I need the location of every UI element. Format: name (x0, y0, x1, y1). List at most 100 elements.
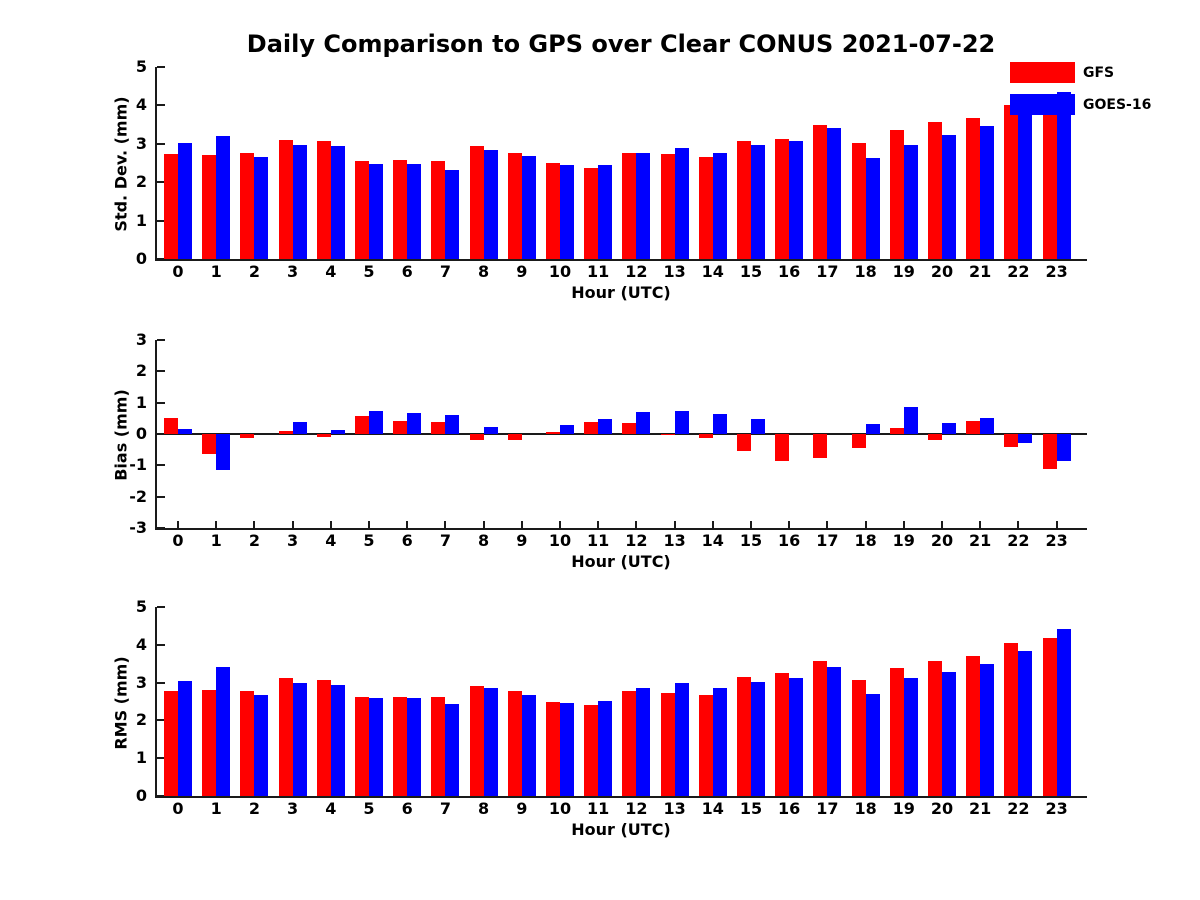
y-tick-mark (157, 464, 165, 467)
bar-goes-16-hour-4 (330, 146, 345, 259)
bar-gfs-hour-22 (1004, 105, 1019, 259)
x-tick-mark (406, 521, 409, 528)
bar-goes-16-hour-14 (712, 152, 727, 259)
y-tick-label: 0 (135, 424, 147, 443)
bar-goes-16-hour-7 (445, 169, 460, 259)
y-tick-label: 4 (135, 95, 147, 115)
x-tick-label: 12 (625, 799, 648, 818)
bar-gfs-hour-17 (813, 434, 828, 458)
gfs-swatch-icon (1010, 62, 1075, 83)
y-tick-mark (157, 495, 165, 498)
x-tick-label: 12 (625, 262, 648, 281)
y-tick-mark (157, 606, 165, 608)
x-tick-mark (559, 521, 561, 528)
bar-gfs-hour-1 (202, 154, 217, 259)
bar-gfs-hour-19 (889, 129, 904, 259)
legend-row-goes16: GOES-16 (1010, 94, 1151, 115)
y-tick-label: 3 (135, 330, 147, 349)
bar-goes-16-hour-14 (712, 687, 727, 796)
x-tick-label: 15 (739, 531, 763, 550)
bar-goes-16-hour-10 (560, 702, 574, 796)
bar-gfs-hour-10 (546, 701, 560, 796)
bar-gfs-hour-0 (164, 691, 178, 796)
y-tick-label: 3 (135, 672, 147, 692)
bar-gfs-hour-3 (278, 430, 293, 434)
bar-gfs-hour-5 (355, 161, 369, 259)
bar-goes-16-hour-8 (483, 426, 498, 434)
bar-gfs-hour-22 (1004, 434, 1019, 447)
bar-goes-16-hour-9 (521, 155, 536, 259)
bar-gfs-hour-14 (698, 157, 713, 259)
x-tick-label: 13 (663, 262, 686, 281)
bar-gfs-hour-0 (164, 417, 178, 434)
y-tick-label: 5 (135, 597, 147, 616)
bar-goes-16-hour-14 (712, 413, 727, 434)
bar-gfs-hour-16 (775, 672, 790, 796)
x-tick-label: 4 (325, 262, 337, 281)
x-tick-label: 17 (816, 531, 839, 550)
bar-goes-16-hour-18 (865, 157, 880, 259)
bar-goes-16-hour-1 (216, 434, 231, 471)
legend-label-goes16: GOES-16 (1083, 96, 1152, 113)
x-tick-mark (788, 521, 791, 528)
x-tick-label: 10 (548, 262, 572, 281)
x-tick-label: 7 (439, 799, 451, 818)
x-tick-label: 14 (701, 262, 724, 281)
bar-gfs-hour-4 (316, 141, 331, 259)
bar-gfs-hour-12 (622, 423, 637, 434)
x-tick-label: 23 (1045, 262, 1068, 281)
rms-y-axis-label: RMS (mm) (111, 655, 131, 750)
y-tick-mark (157, 681, 165, 684)
y-tick-label: 2 (135, 710, 147, 730)
x-tick-label: 21 (969, 262, 992, 281)
bar-gfs-hour-11 (584, 422, 599, 434)
x-tick-label: 4 (325, 799, 337, 818)
y-tick-label: -1 (129, 455, 147, 475)
rms-x-axis-label: Hour (UTC) (571, 820, 671, 839)
bar-goes-16-hour-3 (292, 683, 307, 796)
x-tick-label: 22 (1007, 262, 1030, 281)
bar-gfs-hour-15 (737, 677, 751, 796)
y-tick-label: 5 (135, 57, 147, 76)
x-tick-label: 11 (587, 262, 610, 281)
x-tick-label: 1 (210, 262, 222, 281)
bar-gfs-hour-13 (660, 154, 675, 259)
bar-gfs-hour-3 (278, 678, 293, 796)
bar-gfs-hour-8 (469, 146, 484, 259)
bar-gfs-hour-9 (507, 691, 522, 796)
bar-gfs-hour-20 (928, 660, 942, 796)
bar-gfs-hour-16 (775, 434, 790, 461)
x-tick-mark (1017, 521, 1020, 528)
y-tick-mark (157, 757, 165, 760)
y-tick-label: 1 (135, 392, 147, 412)
y-tick-label: 4 (135, 634, 147, 654)
bar-gfs-hour-23 (1042, 434, 1057, 470)
x-tick-label: 5 (363, 799, 375, 818)
stddev-x-axis-label: Hour (UTC) (571, 283, 671, 302)
bar-goes-16-hour-6 (407, 698, 422, 796)
zero-line (157, 433, 1087, 435)
bar-goes-16-hour-1 (216, 135, 231, 259)
bar-goes-16-hour-17 (827, 128, 842, 259)
x-tick-mark (635, 521, 638, 528)
bar-goes-16-hour-15 (751, 681, 765, 796)
bar-gfs-hour-18 (851, 143, 866, 259)
figure-title: Daily Comparison to GPS over Clear CONUS… (246, 30, 996, 58)
bar-goes-16-hour-6 (407, 163, 422, 259)
bar-goes-16-hour-19 (903, 678, 918, 796)
y-tick-mark (157, 258, 165, 260)
bar-goes-16-hour-0 (178, 428, 192, 434)
bar-goes-16-hour-5 (369, 698, 383, 796)
bar-goes-16-hour-19 (903, 145, 918, 259)
chart-bias: Bias (mm) -3 -2 -1 0 1 2 3 0 1 2 3 4 5 6 7 8 9 10 11 12 13 14… (0, 330, 1200, 571)
y-tick-mark (157, 219, 165, 222)
bar-goes-16-hour-22 (1018, 434, 1033, 443)
bar-goes-16-hour-16 (789, 141, 804, 259)
x-tick-label: 15 (739, 262, 763, 281)
x-tick-mark (826, 521, 829, 528)
bar-gfs-hour-8 (469, 434, 484, 440)
bar-gfs-hour-2 (240, 434, 255, 439)
bar-gfs-hour-1 (202, 434, 217, 454)
x-tick-label: 23 (1045, 531, 1068, 550)
